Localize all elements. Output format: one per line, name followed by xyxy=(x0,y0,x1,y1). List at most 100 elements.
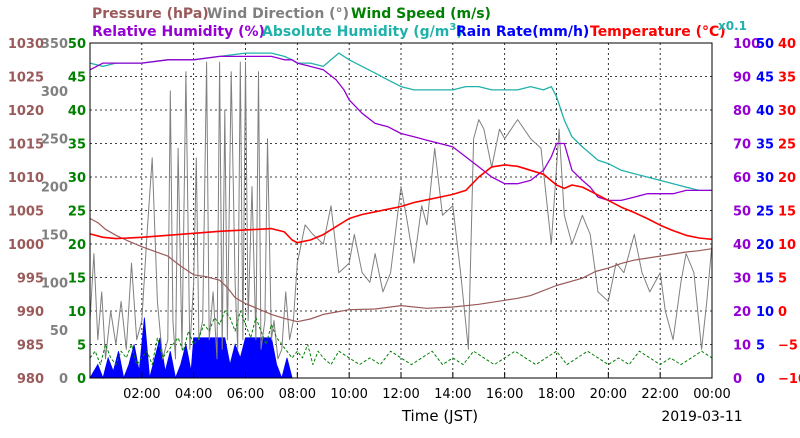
x-tick-label: 02:00 xyxy=(123,387,160,402)
y-tick-temperature: 40 xyxy=(778,37,796,52)
y-tick-relative-humidity: 40 xyxy=(733,238,751,253)
y-tick-pressure: 985 xyxy=(17,339,44,354)
series-pressure xyxy=(89,217,713,323)
y-tick-pressure: 1005 xyxy=(8,205,44,220)
series-temperature xyxy=(89,164,713,244)
y-tick-wind-speed: 25 xyxy=(68,205,86,220)
y-tick-relative-humidity: 0 xyxy=(733,372,742,387)
grid xyxy=(90,43,712,378)
y-tick-wind-speed: 40 xyxy=(68,104,86,119)
y-tick-wind-speed: 10 xyxy=(68,305,86,320)
x-tick-label: 04:00 xyxy=(175,387,212,402)
series-wind-direction xyxy=(89,61,713,360)
y-tick-rain-rate: 35 xyxy=(756,138,774,153)
y-tick-wind-speed: 20 xyxy=(68,238,86,253)
y-tick-pressure: 980 xyxy=(17,372,44,387)
title-relative-humidity: Relative Humidity (%) xyxy=(92,24,265,40)
y-tick-pressure: 990 xyxy=(17,305,44,320)
y-tick-temperature: 5 xyxy=(778,272,787,287)
title-absolute-humidity-main: Absolute Humidity (g/m xyxy=(262,24,449,40)
plot-frame xyxy=(89,42,713,379)
y-tick-wind-direction: 250 xyxy=(41,133,68,148)
y-tick-temperature: 35 xyxy=(778,71,796,86)
x-tick-label: 00:00 xyxy=(693,387,730,402)
y-tick-relative-humidity: 80 xyxy=(733,104,751,119)
y-tick-rain-rate: 5 xyxy=(756,339,765,354)
y-tick-wind-speed: 5 xyxy=(77,339,86,354)
y-tick-wind-direction: 200 xyxy=(41,181,68,196)
y-tick-rain-rate: 40 xyxy=(756,104,774,119)
series-layer xyxy=(89,52,713,380)
y-tick-relative-humidity: 70 xyxy=(733,138,751,153)
y-tick-wind-speed: 50 xyxy=(68,37,86,52)
y-tick-temperature: −10 xyxy=(778,372,800,387)
y-tick-pressure: 995 xyxy=(17,272,44,287)
y-tick-pressure: 1030 xyxy=(8,37,44,52)
y-tick-pressure: 1015 xyxy=(8,138,44,153)
y-tick-rain-rate: 20 xyxy=(756,238,774,253)
date-label: 2019-03-11 xyxy=(661,409,742,425)
y-tick-wind-speed: 0 xyxy=(77,372,86,387)
y-tick-pressure: 1025 xyxy=(8,71,44,86)
y-tick-rain-rate: 30 xyxy=(756,171,774,186)
y-tick-temperature: 30 xyxy=(778,104,796,119)
y-tick-temperature: 25 xyxy=(778,138,796,153)
y-tick-temperature: −5 xyxy=(778,339,798,354)
title-scale-note: x0.1 xyxy=(718,19,747,33)
y-tick-relative-humidity: 10 xyxy=(733,339,751,354)
y-tick-temperature: 10 xyxy=(778,238,796,253)
y-tick-wind-speed: 35 xyxy=(68,138,86,153)
title-absolute-humidity-sup: 3 xyxy=(449,22,456,33)
x-axis-label: Time (JST) xyxy=(401,407,478,425)
y-tick-wind-direction: 300 xyxy=(41,85,68,100)
y-tick-pressure: 1020 xyxy=(8,104,44,119)
x-tick-label: 22:00 xyxy=(641,387,678,402)
y-tick-rain-rate: 10 xyxy=(756,305,774,320)
y-tick-wind-direction: 100 xyxy=(41,276,68,291)
title-absolute-humidity: Absolute Humidity (g/m3) xyxy=(262,22,463,40)
y-tick-wind-direction: 0 xyxy=(59,372,68,387)
y-tick-relative-humidity: 60 xyxy=(733,171,751,186)
series-wind-speed xyxy=(89,310,713,366)
x-tick-label: 20:00 xyxy=(590,387,627,402)
y-tick-relative-humidity: 20 xyxy=(733,305,751,320)
x-tick-label: 10:00 xyxy=(330,387,367,402)
title-rain-rate: Rain Rate(mm/h) xyxy=(456,24,589,40)
y-tick-rain-rate: 25 xyxy=(756,205,774,220)
y-tick-rain-rate: 0 xyxy=(756,372,765,387)
y-tick-wind-direction: 50 xyxy=(50,324,68,339)
y-tick-relative-humidity: 90 xyxy=(733,71,751,86)
title-wind-direction: Wind Direction (°) xyxy=(207,6,349,22)
series-rain-rate xyxy=(89,317,298,380)
y-tick-relative-humidity: 100 xyxy=(733,37,760,52)
x-tick-label: 14:00 xyxy=(434,387,471,402)
y-tick-relative-humidity: 30 xyxy=(733,272,751,287)
title-absolute-humidity-close: ) xyxy=(456,24,462,40)
y-tick-wind-speed: 15 xyxy=(68,272,86,287)
y-tick-relative-humidity: 50 xyxy=(733,205,751,220)
x-tick-label: 08:00 xyxy=(279,387,316,402)
y-tick-wind-speed: 30 xyxy=(68,171,86,186)
title-pressure: Pressure (hPa) xyxy=(92,6,209,22)
y-tick-temperature: 20 xyxy=(778,171,796,186)
title-wind-speed: Wind Speed (m/s) xyxy=(351,6,491,22)
y-tick-rain-rate: 50 xyxy=(756,37,774,52)
title-temperature: Temperature (°C) xyxy=(590,24,726,40)
x-tick-label: 16:00 xyxy=(486,387,523,402)
x-tick-label: 12:00 xyxy=(382,387,419,402)
x-tick-label: 18:00 xyxy=(538,387,575,402)
y-tick-pressure: 1010 xyxy=(8,171,44,186)
y-tick-temperature: 15 xyxy=(778,205,796,220)
y-tick-temperature: 0 xyxy=(778,305,787,320)
y-tick-wind-direction: 350 xyxy=(41,37,68,52)
axes: 02:00 04:00 06:00 08:00 10:00 12:00 14:00 16:00… xyxy=(8,37,800,402)
y-tick-wind-direction: 150 xyxy=(41,228,68,243)
y-tick-pressure: 1000 xyxy=(8,238,44,253)
series-absolute-humidity xyxy=(89,52,712,192)
y-tick-rain-rate: 45 xyxy=(756,71,774,86)
y-tick-wind-speed: 45 xyxy=(68,71,86,86)
y-tick-rain-rate: 15 xyxy=(756,272,774,287)
x-tick-label: 06:00 xyxy=(227,387,264,402)
